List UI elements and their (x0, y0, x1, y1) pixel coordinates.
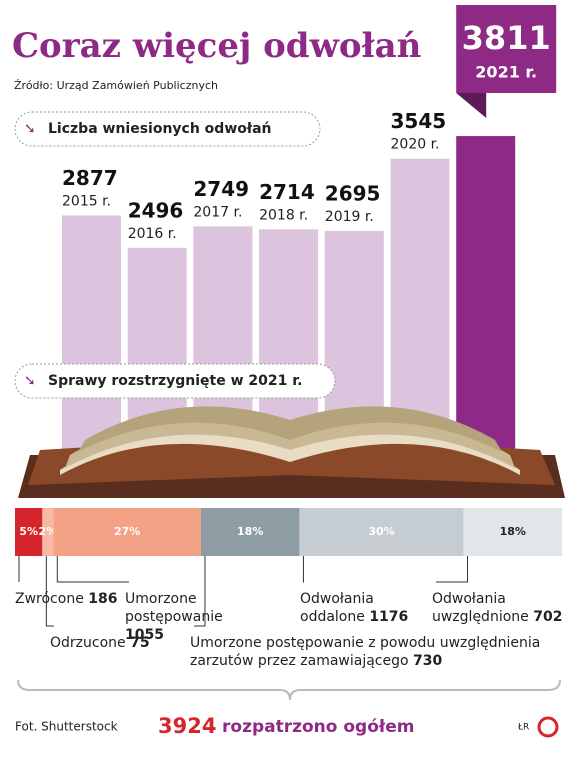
segment (53, 508, 201, 556)
category-label: 2016 r. (128, 226, 177, 242)
value-label: 2695 (325, 181, 381, 205)
segment-label: 27% (114, 525, 140, 538)
count-label: 730 (413, 653, 443, 669)
segment (15, 508, 43, 556)
callout: Odrzucone 75 (50, 634, 160, 652)
segment-label: 5% (19, 525, 38, 538)
brace (17, 679, 561, 701)
section-label: Sprawy rozstrzygnięte w 2021 r. (48, 373, 302, 389)
section-label: Liczba wniesionych odwołań (48, 121, 272, 137)
count-label: 1176 (369, 609, 409, 625)
leader-line (194, 556, 206, 627)
segment (299, 508, 464, 556)
value-label: 2496 (128, 198, 184, 222)
category-label: 2018 r. (259, 207, 308, 223)
author: ŁR (517, 723, 529, 733)
category-label: 2015 r. (62, 193, 111, 209)
segment (463, 508, 562, 556)
segment-label: 30% (368, 525, 394, 538)
value-label: 2714 (259, 180, 315, 204)
logo (537, 716, 559, 738)
leader-line (45, 556, 54, 627)
callout: Umorzone postępowanie 1055 (125, 590, 255, 644)
count-label: 1055 (125, 627, 164, 643)
category-label: Odrzucone (50, 635, 126, 651)
leader-line (436, 556, 469, 583)
category-label: 2020 r. (391, 137, 440, 153)
pill (14, 111, 321, 147)
segment-label: 18% (500, 525, 526, 538)
leader-line (302, 556, 304, 583)
segment-label: 18% (237, 525, 263, 538)
category-label: Umorzone postępowanie (125, 591, 223, 625)
callout: Umorzone postępowanie z powodu uwzględni… (190, 634, 560, 670)
category-label: Umorzone postępowanie z powodu uwzględni… (190, 635, 541, 669)
stacked-bar: 5% 2% 27% 18% 30% 18% (15, 508, 562, 627)
segment (200, 508, 300, 556)
segment-label: 2% (38, 525, 57, 538)
pill (14, 363, 336, 399)
bar (456, 136, 516, 460)
arrow: ➘ (24, 373, 36, 389)
count-label: 702 (533, 609, 563, 625)
category-label: Odwołania oddalone (300, 591, 374, 625)
callout: Odwołania uwzględnione 702 (432, 590, 572, 626)
flag (456, 93, 487, 118)
chart-title: Coraz więcej odwołań (12, 26, 421, 66)
highlight-box (456, 5, 557, 93)
category-label: 2019 r. (325, 209, 374, 225)
value-label: 2749 (193, 177, 249, 201)
source: Źródło: Urząd Zamówień Publicznych (14, 79, 218, 92)
count-label: 75 (130, 635, 150, 651)
count-label: 186 (88, 591, 118, 607)
photo-credit: Fot. Shutterstock (15, 720, 118, 734)
arrow: ➘ (24, 121, 36, 137)
category-label: Zwrócone (15, 591, 84, 607)
total-label: rozpatrzono ogółem (222, 717, 414, 737)
bar (62, 215, 121, 460)
callout: Zwrócone 186 (15, 590, 125, 608)
callout: Odwołania oddalone 1176 (300, 590, 415, 626)
total: 3924 (158, 714, 216, 738)
value-label: 2877 (62, 166, 118, 190)
book (18, 406, 565, 498)
segment (42, 508, 54, 556)
category-label: 2017 r. (193, 204, 242, 220)
value-label: 3811 (462, 19, 551, 57)
leader-line (56, 556, 129, 583)
category-label: Odwołania uwzględnione (432, 591, 529, 625)
category-label: 2021 r. (475, 63, 537, 82)
value-label: 3545 (391, 109, 447, 133)
